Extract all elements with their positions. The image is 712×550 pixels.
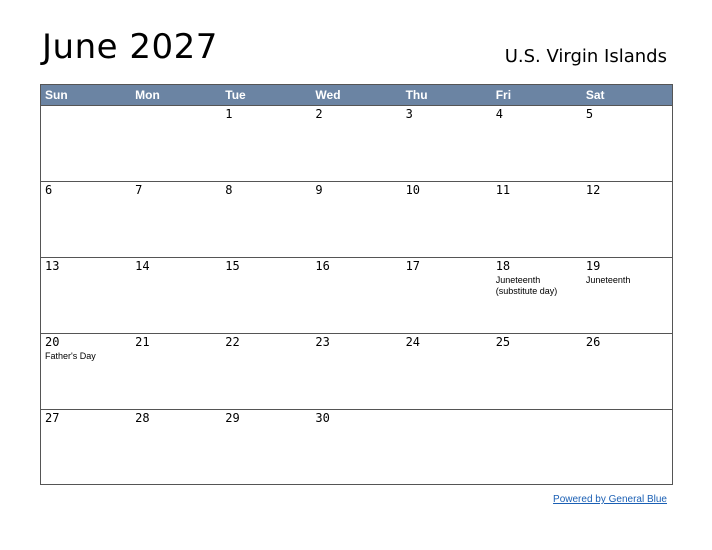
day-number: 17 [405,259,421,273]
day-cell: 23 [311,334,401,409]
day-number: 8 [225,183,233,197]
day-cell: 2 [311,106,401,181]
weekday-header-tue: Tue [225,88,246,102]
day-cell [41,106,131,181]
day-cell: 11 [492,182,582,257]
day-number: 10 [405,183,421,197]
calendar-grid: Sun Mon Tue Wed Thu Fri Sat 1 2 3 4 5 6 … [40,84,673,485]
day-number: 1 [225,107,233,121]
weekday-header-wed: Wed [315,88,341,102]
weekday-header-sun: Sun [45,88,68,102]
day-cell: 18 Juneteenth (substitute day) [492,258,582,333]
day-cell: 26 [582,334,672,409]
week-row-4: 20 Father's Day 21 22 23 24 25 26 [41,334,672,410]
week-row-5: 27 28 29 30 [41,410,672,485]
day-cell: 4 [492,106,582,181]
day-cell [402,410,492,485]
day-cell: 6 [41,182,131,257]
day-number: 2 [315,107,323,121]
day-number: 9 [315,183,323,197]
day-number: 5 [585,107,594,121]
day-cell: 17 [402,258,492,333]
day-cell: 19 Juneteenth [582,258,672,333]
day-cell: 9 [311,182,401,257]
day-number: 27 [45,411,60,425]
day-cell: 27 [41,410,131,485]
day-number: 23 [315,335,330,349]
day-cell: 10 [402,182,492,257]
day-number: 30 [315,411,330,425]
day-cell: 28 [131,410,221,485]
day-number: 15 [225,259,240,273]
weekday-header-sat: Sat [585,88,605,102]
day-number: 6 [45,183,53,197]
day-number: 13 [45,259,60,273]
holiday-label: Father's Day [45,351,96,361]
day-number: 4 [495,107,503,121]
week-row-2: 6 7 8 9 10 11 12 [41,182,672,258]
day-cell: 25 [492,334,582,409]
week-row-1: 1 2 3 4 5 [41,106,672,182]
day-number: 26 [585,335,601,349]
day-number: 12 [585,183,601,197]
day-cell: 20 Father's Day [41,334,131,409]
page-title: June 2027 [42,27,218,67]
day-cell: 7 [131,182,221,257]
day-number: 14 [135,259,150,273]
day-cell: 1 [221,106,311,181]
weekday-header-thu: Thu [405,88,428,102]
day-number: 18 [495,259,511,273]
day-cell: 30 [311,410,401,485]
day-cell: 24 [402,334,492,409]
day-cell: 12 [582,182,672,257]
day-cell: 14 [131,258,221,333]
day-cell [582,410,672,485]
day-number: 21 [135,335,150,349]
day-cell: 29 [221,410,311,485]
weekday-header-mon: Mon [135,88,160,102]
powered-by-link[interactable]: Powered by General Blue [553,494,667,505]
day-number: 20 [45,335,60,349]
day-number: 3 [405,107,413,121]
day-cell: 15 [221,258,311,333]
holiday-label: Juneteenth [585,275,631,285]
day-number: 28 [135,411,150,425]
day-number: 16 [315,259,330,273]
day-number: 7 [135,183,143,197]
week-row-3: 13 14 15 16 17 18 Juneteenth (substitute … [41,258,672,334]
weekday-header-row: Sun Mon Tue Wed Thu Fri Sat [41,85,672,106]
day-cell: 22 [221,334,311,409]
region-label: U.S. Virgin Islands [504,46,667,67]
day-cell: 5 [582,106,672,181]
day-cell: 21 [131,334,221,409]
holiday-label: Juneteenth (substitute day) [495,275,558,296]
day-cell: 13 [41,258,131,333]
day-cell [492,410,582,485]
weekday-header-fri: Fri [495,88,512,102]
day-cell: 16 [311,258,401,333]
day-number: 19 [585,259,601,273]
day-cell [131,106,221,181]
day-number: 29 [225,411,240,425]
day-number: 22 [225,335,240,349]
day-number: 25 [495,335,511,349]
day-number: 24 [405,335,421,349]
day-cell: 8 [221,182,311,257]
day-cell: 3 [402,106,492,181]
day-number: 11 [495,183,511,197]
